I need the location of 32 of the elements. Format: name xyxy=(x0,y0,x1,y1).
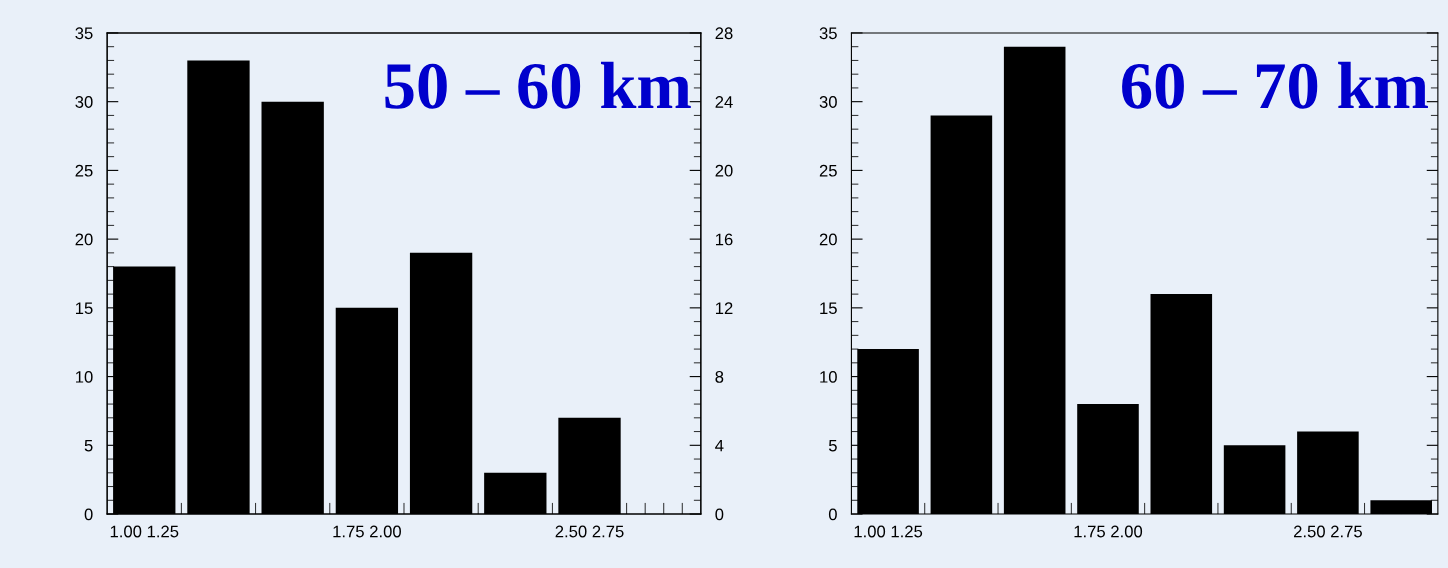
x-tick-label: 1.75 2.00 xyxy=(1074,525,1143,538)
y-tick-label: 5 xyxy=(828,439,837,452)
y2-tick-label: 20 xyxy=(715,164,733,177)
x-tick-label: 1.75 2.00 xyxy=(333,525,401,538)
y-tick-label: 30 xyxy=(75,96,93,108)
chart-title: 50 – 60 km xyxy=(385,61,691,109)
y-tick-label: 35 xyxy=(819,27,837,40)
y-tick-label: 0 xyxy=(84,508,93,521)
y-tick-label: 30 xyxy=(819,96,837,108)
y2-tick-label: 12 xyxy=(715,302,733,314)
y-tick-label: 25 xyxy=(819,164,837,177)
y2-tick-label: 8 xyxy=(715,370,724,383)
y-tick-label: 5 xyxy=(84,439,93,452)
y-tick-label: 15 xyxy=(76,302,93,315)
y2-tick-label: 16 xyxy=(715,233,733,246)
y-tick-label: 20 xyxy=(819,233,837,246)
y-tick-label: 10 xyxy=(820,370,837,383)
y-tick-label: 20 xyxy=(75,233,93,246)
x-tick-label: 2.50 2.75 xyxy=(555,525,624,538)
y2-tick-label: 4 xyxy=(715,439,724,452)
y-tick-label: 10 xyxy=(76,370,93,383)
y2-tick-label: 28 xyxy=(715,27,733,40)
x-tick-label: 2.50 2.75 xyxy=(1293,525,1362,538)
y-tick-label: 0 xyxy=(828,508,837,521)
chart-title: 60 – 70 km xyxy=(1122,61,1428,109)
y-tick-label: 35 xyxy=(75,27,93,40)
y2-tick-label: 0 xyxy=(715,508,724,521)
y-tick-label: 25 xyxy=(75,164,93,177)
x-tick-label: 1.00 1.25 xyxy=(110,525,179,538)
y-tick-label: 15 xyxy=(820,302,837,315)
y2-tick-label: 24 xyxy=(715,96,733,108)
x-tick-label: 1.00 1.25 xyxy=(854,525,923,538)
